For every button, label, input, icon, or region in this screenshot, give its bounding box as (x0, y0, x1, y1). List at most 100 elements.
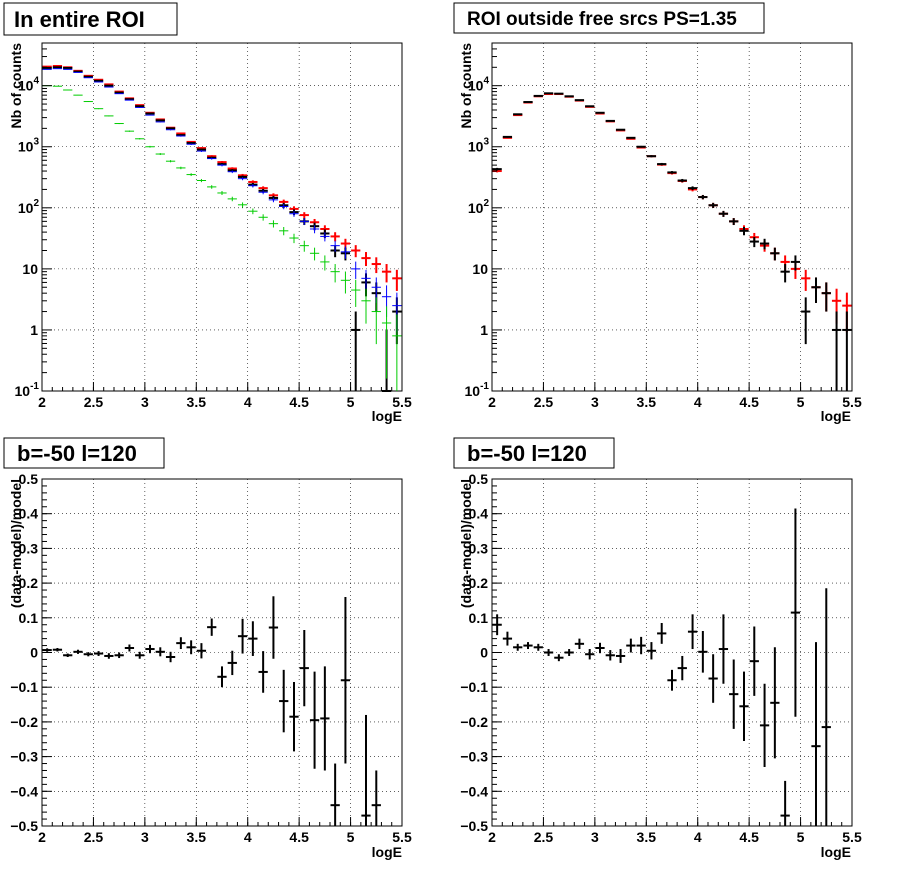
x-axis-label: logE (372, 408, 402, 424)
x-tick-label: 4.5 (289, 394, 309, 410)
data-point (821, 588, 831, 826)
data-point (667, 669, 677, 691)
y-tick-label: 102 (18, 198, 40, 216)
x-tick-label: 3 (591, 829, 599, 845)
data-point (770, 247, 780, 261)
data-point (114, 652, 124, 659)
panel-bottom-left: 2 2.5 3 3.5 4 4.5 5 5.5 −0.5 −0.4 −0.3 −0.2 −0.1 0 0.1… (3, 437, 412, 860)
data-point (811, 277, 821, 303)
data-point (73, 649, 83, 654)
data-point (351, 311, 361, 391)
chart-title: In entire ROI (14, 7, 145, 32)
data-point (739, 671, 749, 741)
y-tick-label: −0.5 (10, 818, 38, 834)
data-point (574, 638, 585, 650)
y-tick-label: 10 (22, 261, 38, 277)
title-box (3, 437, 165, 469)
data-point (135, 106, 145, 108)
plot-frame (491, 42, 853, 392)
data-point (502, 135, 513, 138)
y-tick-label: 0.4 (19, 506, 39, 522)
x-tick-label: 4 (244, 394, 252, 410)
data-point (533, 94, 543, 97)
data-point (114, 93, 124, 95)
data-point (52, 85, 63, 87)
y-tick-label: 1 (480, 322, 488, 338)
data-point (605, 650, 615, 661)
x-tick-label: 5.5 (392, 394, 412, 410)
y-tick-label: 10-1 (15, 381, 40, 399)
y-tick-label: 0.1 (19, 610, 39, 626)
x-tick-label: 5 (347, 829, 355, 845)
panel-top-right: 2 2.5 3 3.5 4 4.5 5 5.5 10-1 1 10 102 103 104 ROI out… (453, 2, 862, 424)
x-tick-label: 5.5 (842, 394, 862, 410)
data-point (698, 194, 708, 200)
y-tick-label: 0.3 (19, 540, 39, 556)
data-point (186, 640, 196, 655)
data-point (176, 132, 186, 135)
panel-bottom-right: 2 2.5 3 3.5 4 4.5 5 5.5 −0.5 −0.4 −0.3 −0.2 −0.1 0 0.1… (453, 437, 862, 860)
y-tick-label: 102 (468, 198, 490, 216)
x-tick-label: 5 (797, 829, 805, 845)
data-point (155, 121, 165, 123)
data-point (821, 282, 831, 312)
x-tick-label: 5.5 (842, 829, 862, 845)
data-point (135, 105, 145, 108)
data-point (145, 114, 155, 116)
data-point (543, 649, 554, 656)
panel-top-left: 2 2.5 3 3.5 4 4.5 5 5.5 10-1 1 10 102 103 104 In enti… (3, 2, 412, 424)
data-point (636, 145, 646, 148)
y-tick-label: −0.4 (10, 783, 38, 799)
data-point (585, 105, 595, 108)
data-point (574, 99, 585, 102)
y-tick-label: 0.5 (19, 471, 39, 487)
data-point (217, 161, 227, 164)
chart-title: b=-50 l=120 (467, 441, 587, 466)
data-point (595, 111, 605, 114)
data-point (585, 649, 595, 660)
data-point (124, 99, 135, 101)
data-point (351, 245, 361, 258)
data-point (309, 225, 320, 234)
y-tick-label: 103 (468, 137, 490, 155)
data-point (513, 643, 523, 651)
x-tick-label: 4 (694, 394, 702, 410)
data-point (770, 647, 780, 759)
data-point (842, 311, 852, 391)
data-point (831, 311, 842, 391)
data-point (340, 271, 351, 294)
data-point (196, 148, 207, 151)
data-point (392, 269, 402, 291)
data-point (289, 233, 299, 244)
data-point (83, 652, 93, 657)
data-point (155, 647, 165, 657)
data-point (543, 92, 554, 95)
data-point (698, 630, 708, 673)
data-point (196, 178, 207, 183)
data-point (124, 644, 135, 652)
data-point (361, 252, 371, 267)
data-point (564, 95, 574, 98)
y-tick-label: 0 (480, 645, 488, 661)
data-point (646, 155, 657, 158)
y-tick-label: 0.3 (469, 540, 489, 556)
title-box (3, 2, 178, 36)
data-point (554, 92, 564, 95)
data-point (790, 255, 801, 271)
x-axis-label: logE (372, 844, 402, 860)
data-point (320, 255, 330, 271)
chart-title: b=-50 l=120 (17, 441, 137, 466)
y-tick-label: 0 (30, 645, 38, 661)
data-point (258, 214, 268, 221)
data-point (392, 314, 402, 391)
data-point (268, 197, 279, 203)
data-point (207, 185, 217, 189)
data-point (615, 128, 626, 131)
data-point (381, 264, 392, 283)
data-point (667, 171, 677, 174)
y-tick-label: 0.4 (469, 506, 489, 522)
y-tick-label: 10-1 (465, 381, 490, 399)
data-point (135, 138, 145, 140)
x-tick-label: 2 (488, 829, 496, 845)
data-point (165, 127, 176, 130)
